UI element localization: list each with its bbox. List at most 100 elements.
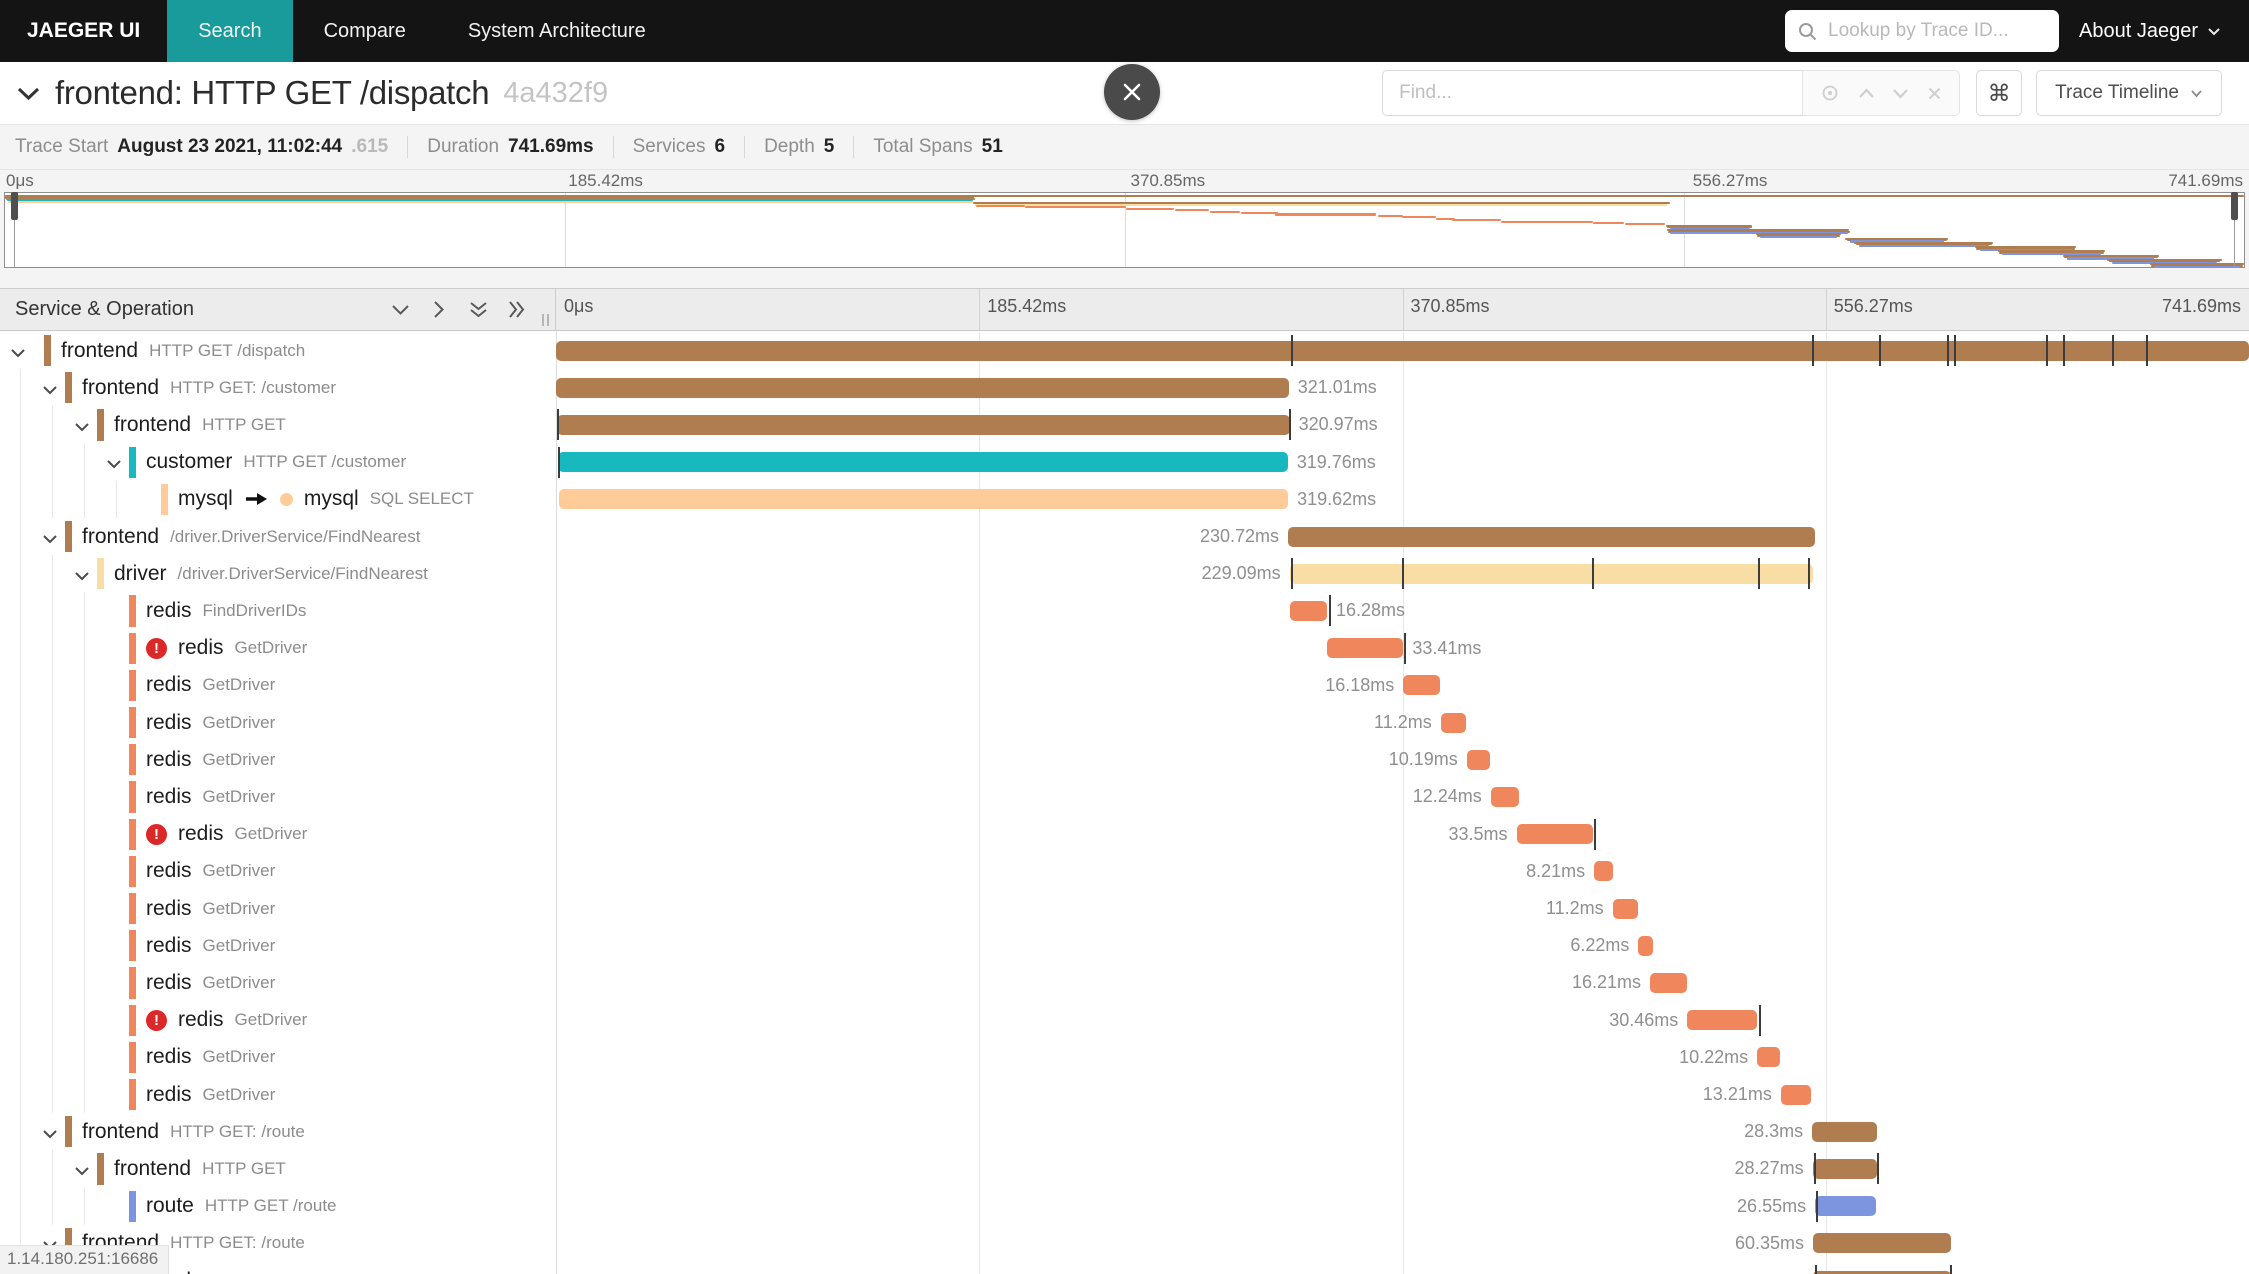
trace-view-selector[interactable]: Trace Timeline [2036,70,2222,116]
span-name-group[interactable]: ! redis GetDriver [146,630,307,667]
span-row[interactable]: customer HTTP GET /customer 319.76ms [0,443,2249,481]
span-row-timeline-cell[interactable]: 320.97ms [556,406,2249,443]
span-name-group[interactable]: mysql mysql SQL SELECT [178,481,474,518]
span-bar[interactable] [1812,1158,1878,1179]
span-row[interactable]: frontend HTTP GET: /customer 321.01ms [0,369,2249,407]
span-name-group[interactable]: redis GetDriver [146,964,275,1001]
span-bar[interactable] [1440,712,1467,733]
span-row-timeline-cell[interactable]: 230.72ms [556,518,2249,555]
nav-tab-compare[interactable]: Compare [323,20,406,42]
span-row[interactable]: redis GetDriver 16.18ms [0,666,2249,704]
span-row-label-cell[interactable]: redis GetDriver [0,704,556,742]
span-bar[interactable] [558,489,1289,510]
about-jaeger-menu[interactable]: About Jaeger [2079,20,2221,43]
keyboard-shortcuts-button[interactable]: ⌘ [1976,70,2023,116]
span-row-label-cell[interactable]: driver/driver.DriverService/FindNearest [0,555,556,593]
span-row[interactable]: redis GetDriver 6.22ms [0,927,2249,965]
span-row-timeline-cell[interactable]: 26.55ms [556,1188,2249,1225]
span-row-timeline-cell[interactable]: 28.27ms [556,1150,2249,1187]
span-name-group[interactable]: redis GetDriver [146,927,275,964]
span-expand-chevron-icon[interactable] [74,419,90,437]
span-row[interactable]: frontend HTTP GET: /route 60.35ms [0,1224,2249,1262]
span-row-label-cell[interactable]: frontend HTTP GET [0,1150,556,1188]
span-row-timeline-cell[interactable]: 8.21ms [556,853,2249,890]
minimap-canvas[interactable] [4,192,2245,269]
span-row-timeline-cell[interactable]: 319.62ms [556,481,2249,518]
span-row-label-cell[interactable]: mysql mysql SQL SELECT [0,480,556,518]
span-name-group[interactable]: ! redis GetDriver [146,1002,307,1039]
span-name-group[interactable]: frontend HTTP GET /dispatch [61,332,305,369]
span-bar[interactable] [556,414,1290,435]
span-name-group[interactable]: customer HTTP GET /customer [146,444,406,481]
span-expand-chevron-icon[interactable] [74,568,90,586]
prev-result-icon[interactable] [1858,87,1875,99]
span-row-timeline-cell[interactable]: 30.46ms [556,1002,2249,1039]
span-bar[interactable] [1687,1010,1757,1031]
span-row-timeline-cell[interactable]: 28.3ms [556,1113,2249,1150]
minimap-scrubber-handle[interactable] [11,192,18,220]
span-name-group[interactable]: redis GetDriver [146,890,275,927]
span-bar[interactable] [1813,1233,1951,1254]
span-row[interactable]: redis GetDriver 13.21ms [0,1076,2249,1114]
span-name-group[interactable]: driver/driver.DriverService/FindNearest [114,555,428,592]
span-bar[interactable] [1815,1196,1876,1217]
span-name-group[interactable]: frontend HTTP GET: /customer [82,369,336,406]
span-bar[interactable] [1490,786,1519,807]
span-row-timeline-cell[interactable]: 11.2ms [556,704,2249,741]
span-row-label-cell[interactable]: ! redis GetDriver [0,629,556,667]
span-name-group[interactable]: redis GetDriver [146,667,275,704]
span-row-label-cell[interactable]: redis GetDriver [0,1038,556,1076]
span-row-label-cell[interactable]: redis GetDriver [0,741,556,779]
trace-id-input[interactable] [1826,19,2047,43]
clear-find-icon[interactable] [1927,86,1942,101]
minimap-scrubber-handle[interactable] [2231,192,2238,220]
span-expand-chevron-icon[interactable] [42,531,58,549]
span-row-label-cell[interactable]: redis GetDriver [0,666,556,704]
span-row-label-cell[interactable]: frontend HTTP GET: /customer [0,369,556,407]
span-name-group[interactable]: redis GetDriver [146,778,275,815]
span-row-timeline-cell[interactable]: 60.35ms [556,1225,2249,1262]
span-name-group[interactable]: frontend HTTP GET [114,406,286,443]
span-row-timeline-cell[interactable]: 16.28ms [556,592,2249,629]
span-bar[interactable] [1757,1047,1781,1068]
span-row-label-cell[interactable]: ! redis GetDriver [0,815,556,853]
expand-all-icon[interactable] [506,299,528,321]
span-row-timeline-cell[interactable]: 13.21ms [556,1076,2249,1113]
span-name-group[interactable]: redis GetDriver [146,1076,275,1113]
span-bar[interactable] [1516,824,1593,845]
span-row[interactable]: ! redis GetDriver 30.46ms [0,1001,2249,1039]
span-name-group[interactable]: redis GetDriver [146,853,275,890]
span-name-group[interactable]: route HTTP GET /route [146,1188,337,1225]
span-row-label-cell[interactable]: redis GetDriver [0,890,556,928]
span-row-timeline-cell[interactable]: 16.18ms [556,667,2249,704]
span-row[interactable]: redis GetDriver 11.2ms [0,704,2249,742]
span-row-label-cell[interactable]: redis GetDriver [0,964,556,1002]
span-row-timeline-cell[interactable]: 16.21ms [556,964,2249,1001]
span-bar[interactable] [1289,600,1328,621]
span-bar[interactable] [1638,935,1653,956]
span-row-timeline-cell[interactable] [556,1262,2249,1274]
span-row-timeline-cell[interactable]: 321.01ms [556,369,2249,406]
span-row-timeline-cell[interactable]: 319.76ms [556,444,2249,481]
span-bar[interactable] [1289,563,1813,584]
span-row-label-cell[interactable]: redis GetDriver [0,927,556,965]
span-row[interactable]: redis GetDriver 8.21ms [0,852,2249,890]
span-row-label-cell[interactable]: redis GetDriver [0,852,556,890]
span-row-label-cell[interactable]: frontend HTTP GET: /route [0,1113,556,1151]
span-bar[interactable] [1594,861,1613,882]
span-row-label-cell[interactable]: redis GetDriver [0,778,556,816]
span-row[interactable]: frontend/driver.DriverService/FindNeares… [0,518,2249,556]
span-name-group[interactable]: frontend HTTP GET: /route [82,1113,305,1150]
span-bar[interactable] [1288,526,1815,547]
focus-target-icon[interactable] [1820,83,1840,103]
span-expand-chevron-icon[interactable] [42,382,58,400]
span-row-timeline-cell[interactable]: 10.22ms [556,1039,2249,1076]
span-row-timeline-cell[interactable] [556,332,2249,369]
span-row-label-cell[interactable]: frontend HTTP GET /dispatch [0,332,556,369]
span-expand-chevron-icon[interactable] [74,1163,90,1181]
span-row[interactable]: frontend HTTP GET /dispatch [0,332,2249,369]
nav-tab-system-architecture[interactable]: System Architecture [467,20,646,42]
span-bar[interactable] [1612,898,1639,919]
collapse-chevron-icon[interactable] [16,86,41,101]
